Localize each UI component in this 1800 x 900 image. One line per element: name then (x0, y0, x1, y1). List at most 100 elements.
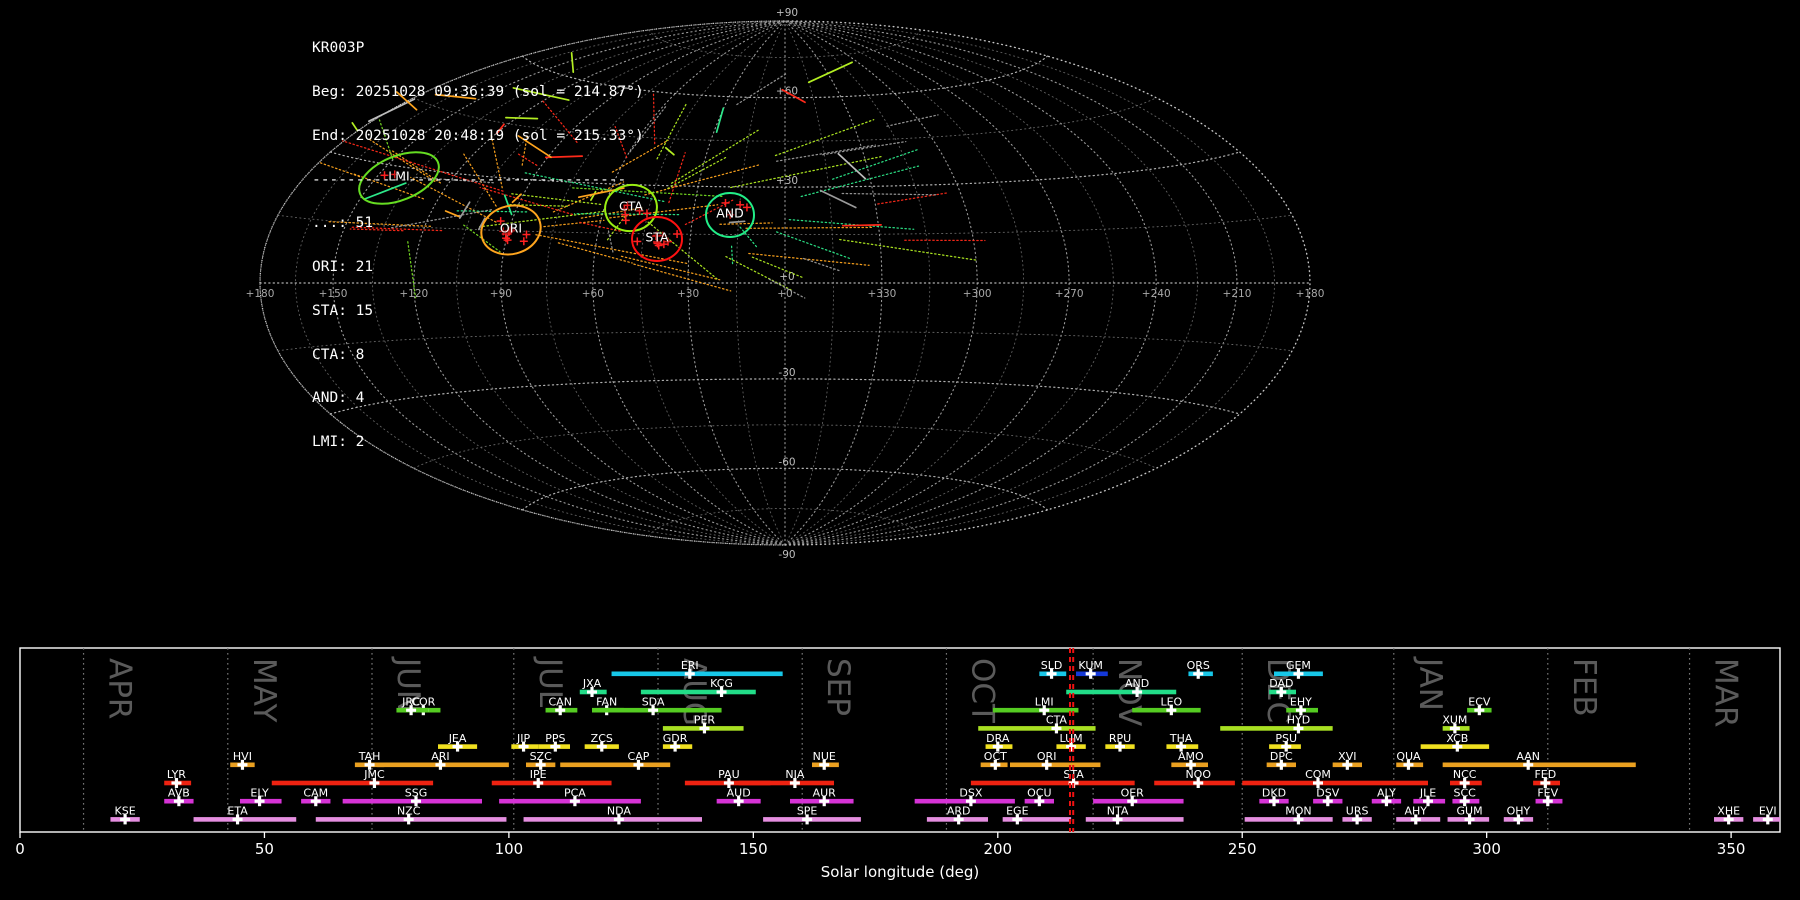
shower-bar-kcg[interactable] (640, 689, 756, 695)
meteor-track (352, 173, 425, 200)
shower-code-label: ETA (227, 805, 248, 818)
shower-bar-sda[interactable] (599, 707, 722, 713)
radiant-group-ellipse-ori[interactable] (476, 199, 546, 261)
shower-code-label: THA (1169, 732, 1193, 745)
radiant-group-ellipses[interactable] (352, 142, 755, 262)
shower-code-label: COM (1305, 768, 1331, 781)
meteor-track (535, 234, 689, 265)
latitude-tick-label: -60 (778, 456, 795, 468)
meteor-track (768, 278, 806, 299)
shower-code-label: ORI (1037, 750, 1057, 763)
shower-bar-nta[interactable] (1085, 817, 1184, 822)
longitude-tick-label: +0 (777, 288, 792, 300)
sky-map-panel[interactable]: +90+60+30+0-30-60-90+180+150+120+90+60+3… (0, 0, 1800, 630)
shower-code-label: XUM (1442, 714, 1467, 727)
shower-code-label: SDA (642, 695, 665, 708)
shower-bar-aan[interactable] (1442, 762, 1636, 768)
shower-bar-ori[interactable] (1010, 762, 1101, 768)
count-value-5: 2 (355, 434, 365, 451)
timeline-row: AVB ELY CAM SSG PCA AUD AUR DSX OCU OER DKD DSV ALY J… (164, 786, 1563, 807)
shower-code-label: URS (1346, 805, 1369, 818)
meteor-track (886, 114, 939, 127)
month-label: JAN (1412, 656, 1448, 711)
meteor-track (607, 230, 614, 254)
meteor-track (667, 156, 727, 190)
shower-code-label: COR (411, 695, 435, 708)
radiant-group-ellipse-cta[interactable] (601, 181, 660, 235)
shower-code-label: NCC (1453, 768, 1477, 781)
shower-code-label: JRC (401, 695, 420, 708)
longitude-tick-label: +180 (1296, 288, 1325, 300)
meteor-streak (664, 146, 675, 156)
meteor-track (831, 148, 919, 180)
shower-bar-dsx[interactable] (914, 798, 1015, 804)
shower-bar-cta[interactable] (978, 726, 1096, 731)
count-label-0: ...: (312, 215, 347, 232)
shower-code-label: HVI (233, 750, 252, 763)
meteor-track (407, 241, 417, 299)
shower-code-label: ORS (1187, 659, 1210, 672)
activity-timeline-panel[interactable]: APR MAY JUN JUL AUG SEP OCT NOV DEC JAN FEB MAR ERI K… (0, 630, 1800, 900)
shower-code-label: KUM (1078, 659, 1102, 672)
shower-bar-ipe[interactable] (491, 780, 612, 786)
shower-code-label: PAU (718, 768, 740, 781)
shower-code-label: NOO (1185, 768, 1211, 781)
shower-code-label: LUM (1060, 732, 1083, 745)
shower-bar-cap[interactable] (560, 762, 671, 768)
shower-bar-mon[interactable] (1244, 817, 1333, 822)
shower-code-label: JEA (448, 732, 467, 745)
shower-bar-sta[interactable] (970, 780, 1135, 786)
shower-code-label: ARI (431, 750, 449, 763)
radiant-group-ellipse-and[interactable] (705, 192, 755, 238)
shower-code-label: SPE (797, 805, 818, 818)
meteor-track (390, 209, 493, 229)
meteor-track (509, 192, 602, 206)
timeline-row: HVI TAH ARI SZC CAP NUE OCT ORI AMO DPC XVI QUA AAN (230, 750, 1636, 770)
shower-bar-com[interactable] (1242, 780, 1428, 786)
count-label-3: CTA: (312, 346, 347, 363)
grid-meridian (456, 20, 786, 546)
radiant-group-ellipse-lmi[interactable] (352, 142, 446, 214)
shower-bar-hyd[interactable] (1220, 726, 1333, 731)
shower-bar-eta[interactable] (193, 817, 297, 822)
meteor-streak (781, 88, 806, 104)
meteor-streak (819, 189, 857, 209)
meteor-track (410, 176, 497, 223)
month-label: MAR (1708, 658, 1744, 728)
shower-code-label: AUR (813, 786, 837, 799)
sky-map-svg[interactable]: +90+60+30+0-30-60-90+180+150+120+90+60+3… (0, 0, 1800, 630)
meteor-track (802, 257, 840, 272)
radiant-group-ellipse-sta[interactable] (631, 216, 683, 262)
meteor-track (841, 192, 938, 196)
shower-bar-nda[interactable] (523, 817, 702, 822)
shower-code-label: EHY (1290, 695, 1312, 708)
shower-bar-jmc[interactable] (271, 780, 434, 786)
x-axis-tick-label: 200 (983, 840, 1012, 858)
shower-bar-ege[interactable] (1002, 817, 1072, 822)
shower-bar-lmi[interactable] (992, 707, 1079, 713)
radiant-group-label-cta: CTA (619, 198, 643, 214)
shower-code-label: CAN (549, 695, 572, 708)
longitude-tick-label: +150 (319, 288, 348, 300)
shower-code-label: AHY (1405, 805, 1428, 818)
meteor-track (745, 226, 875, 229)
shower-code-label: NZC (397, 805, 421, 818)
grid-meridian (784, 20, 1114, 546)
meteor-track (775, 144, 876, 162)
x-axis-tick-label: 50 (255, 840, 274, 858)
latitude-tick-label: -90 (778, 549, 795, 561)
shower-bar-nia[interactable] (738, 780, 834, 786)
count-value-2: 15 (355, 302, 374, 319)
meteor-track (633, 263, 732, 292)
count-label-4: AND: (312, 390, 347, 407)
shower-bar-eri[interactable] (611, 671, 783, 677)
shower-bar-oer[interactable] (1093, 798, 1184, 804)
shower-code-label: DSV (1316, 786, 1339, 799)
x-axis-tick-label: 300 (1472, 840, 1501, 858)
shower-bar-and[interactable] (1066, 689, 1177, 695)
meteor-streak (368, 98, 416, 123)
count-value-1: 21 (355, 259, 374, 276)
shower-code-label: ALY (1377, 786, 1396, 799)
